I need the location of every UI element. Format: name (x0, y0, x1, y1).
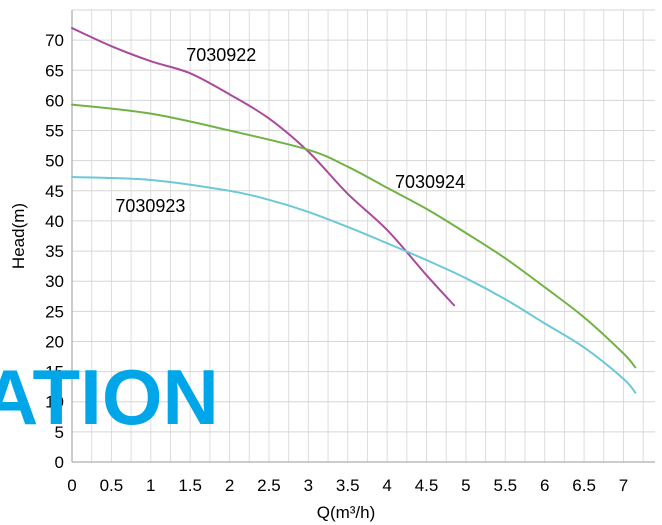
x-tick-label: 2 (225, 476, 234, 495)
x-tick-label: 6 (540, 476, 549, 495)
x-tick-label: 0.5 (100, 476, 124, 495)
watermark-text: ATION (0, 353, 219, 441)
x-tick-label: 3.5 (336, 476, 360, 495)
x-tick-label: 1.5 (178, 476, 202, 495)
y-tick-label: 35 (45, 242, 64, 261)
series-line-7030923 (71, 175, 637, 394)
y-tick-label: 55 (45, 122, 64, 141)
y-tick-label: 40 (45, 212, 64, 231)
y-tick-label: 10 (45, 393, 64, 412)
x-tick-label: 7 (619, 476, 628, 495)
y-tick-label: 65 (45, 61, 64, 80)
x-tick-label: 5.5 (493, 476, 517, 495)
curve-label: 7030924 (395, 172, 465, 192)
curve-label: 7030922 (186, 45, 256, 65)
x-tick-label: 2.5 (257, 476, 281, 495)
x-tick-label: 0 (67, 476, 76, 495)
x-tick-label: 6.5 (572, 476, 596, 495)
y-tick-label: 0 (55, 453, 64, 472)
curve-label: 7030923 (115, 196, 185, 216)
series-line-7030922 (71, 27, 456, 307)
x-tick-label: 1 (146, 476, 155, 495)
x-tick-label: 3 (304, 476, 313, 495)
x-tick-label: 5 (461, 476, 470, 495)
y-tick-label: 25 (45, 302, 64, 321)
y-tick-label: 60 (45, 91, 64, 110)
curve-labels: 7030922 7030924 7030923 (115, 45, 465, 216)
y-tick-label: 15 (45, 363, 64, 382)
grid (71, 9, 655, 463)
x-tick-label: 4 (382, 476, 391, 495)
y-tick-label: 30 (45, 272, 64, 291)
tick-labels: 0 0.5 1 1.5 2 2.5 3 3.5 4 4.5 5 5.5 6 6.5 705101520253… (45, 31, 628, 495)
series-line-7030924 (71, 103, 637, 369)
y-tick-label: 70 (45, 31, 64, 50)
y-axis-title: Head(m) (9, 203, 28, 269)
y-tick-label: 20 (45, 332, 64, 351)
x-tick-label: 4.5 (415, 476, 439, 495)
x-axis-title: Q(m³/h) (317, 503, 376, 522)
y-tick-label: 45 (45, 182, 64, 201)
series-lines (71, 27, 637, 394)
y-tick-label: 50 (45, 152, 64, 171)
y-tick-label: 5 (55, 423, 64, 442)
